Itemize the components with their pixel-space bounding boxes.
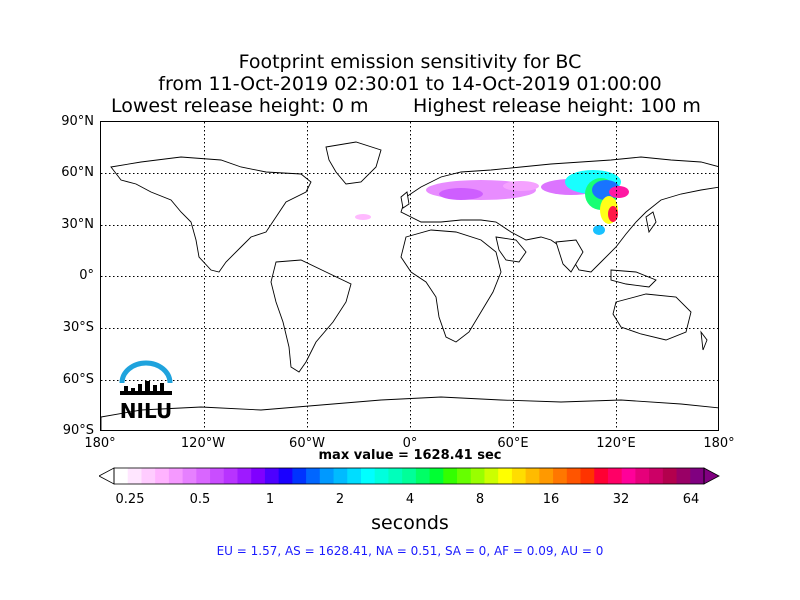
colorbar [99,467,720,485]
colorbar-segment [168,468,184,484]
colorbar-segment [484,468,499,484]
colorbar-tick-16: 16 [542,492,560,507]
lon-label-120e: 120°E [596,436,636,451]
colorbar-segment [306,468,321,484]
nilu-logo: NILU [115,357,177,423]
colorbar-segment [182,468,197,484]
coastlines [101,141,718,430]
lon-label-180e: 180° [703,436,735,451]
lon-label-0: 0° [402,436,418,451]
colorbar-segment [251,468,266,484]
colorbar-segment [635,468,650,484]
colorbar-segment [470,468,485,484]
colorbar-segment [141,468,156,484]
lon-label-120w: 120°W [180,436,226,451]
colorbar-segment [155,468,170,484]
colorbar-label: seconds [371,512,449,534]
colorbar-tick-32: 32 [612,492,630,507]
title-line-2: from 11-Oct-2019 02:30:01 to 14-Oct-2019… [158,73,662,95]
colorbar-segment [607,468,623,484]
lat-label-30n: 30°N [61,217,94,232]
colorbar-segment [360,468,376,484]
colorbar-segment [553,468,568,484]
logo-text: NILU [120,399,172,421]
colorbar-tick-1: 1 [265,492,275,507]
colorbar-segment [223,468,238,484]
colorbar-segment [443,468,458,484]
colorbar-segment [114,468,129,484]
colorbar-segment [662,468,678,484]
colorbar-segment [210,468,225,484]
lon-label-60w: 60°W [289,436,325,451]
graticule [101,122,718,430]
world-map [101,122,718,430]
lat-label-90s: 90°S [62,423,94,438]
colorbar-tick-0-5: 0.5 [189,492,211,507]
colorbar-segment [415,468,431,484]
lat-label-60n: 60°N [61,165,94,180]
map-frame [100,121,719,431]
lat-label-0: 0° [79,268,94,283]
colorbar-tick-0-25: 0.25 [115,492,145,507]
lat-label-90n: 90°N [61,114,94,129]
region-summary: EU = 1.57, AS = 1628.41, NA = 0.51, SA =… [216,544,604,558]
colorbar-segment [127,468,142,484]
colorbar-segment [621,468,636,484]
highest-release-height: Highest release height: 100 m [413,95,701,117]
colorbar-segment [292,468,307,484]
colorbar-tick-4: 4 [405,492,415,507]
colorbar-segment [402,468,417,484]
colorbar-segment [511,468,527,484]
colorbar-segment [429,468,444,484]
colorbar-low-arrow [99,467,115,485]
lowest-release-height: Lowest release height: 0 m [111,95,369,117]
max-value: max value = 1628.41 sec [318,448,502,463]
lon-label-180w: 180° [84,436,116,451]
colorbar-segment [539,468,554,484]
colorbar-segment [457,468,472,484]
colorbar-tick-64: 64 [682,492,700,507]
footprint-plume [355,170,629,235]
colorbar-segment [347,468,362,484]
colorbar-segment [374,468,389,484]
colorbar-segment [278,468,293,484]
colorbar-segment [525,468,540,484]
lat-label-30s: 30°S [62,320,94,335]
colorbar-tick-8: 8 [475,492,485,507]
lon-label-60e: 60°E [497,436,529,451]
title-line-1: Footprint emission sensitivity for BC [238,51,582,73]
colorbar-segment [566,468,582,484]
colorbar-segment [264,468,280,484]
colorbar-segment [580,468,595,484]
colorbar-segment [237,468,252,484]
colorbar-segment [196,468,211,484]
colorbar-segment [649,468,664,484]
colorbar-segment [333,468,348,484]
colorbar-segment [319,468,335,484]
colorbar-high-arrow [703,467,720,485]
colorbar-segment [690,468,705,484]
colorbar-segment [498,468,513,484]
colorbar-tick-2: 2 [335,492,345,507]
lat-label-60s: 60°S [62,372,94,387]
colorbar-segment [676,468,691,484]
colorbar-segment [594,468,609,484]
colorbar-segment [388,468,403,484]
